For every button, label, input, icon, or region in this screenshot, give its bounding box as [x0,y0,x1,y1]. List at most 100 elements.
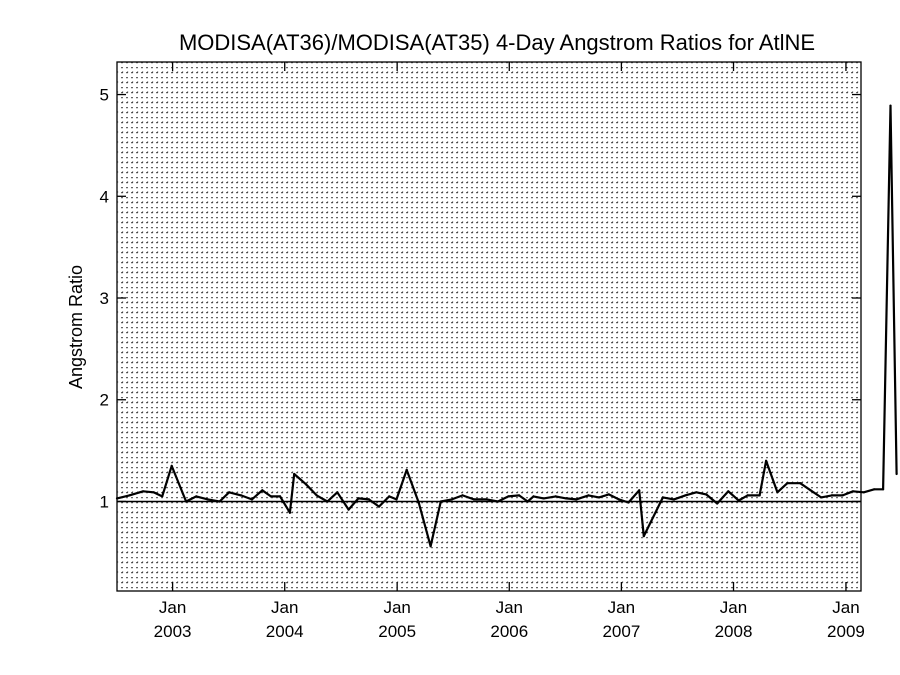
data-point [450,498,453,501]
data-point [206,498,209,501]
x-tick-label-year: 2005 [378,622,416,641]
data-point [642,535,645,538]
data-point [873,488,876,491]
x-tick-label-year: 2007 [602,622,640,641]
y-tick-label: 5 [100,86,109,105]
data-point [695,491,698,494]
x-tick-label-year: 2006 [490,622,528,641]
data-point [786,482,789,485]
y-tick-label: 4 [100,187,109,206]
x-tick-label-year: 2004 [266,622,304,641]
data-point [889,104,892,107]
data-point [507,495,510,498]
data-point [485,498,488,501]
y-tick-label: 1 [100,492,109,511]
data-point [128,494,131,497]
chart-title: MODISA(AT36)/MODISA(AT35) 4-Day Angstrom… [179,30,815,55]
data-point [765,459,768,462]
data-point [851,490,855,493]
data-point [367,498,370,501]
data-point [336,491,339,494]
data-point [627,501,630,504]
data-point [142,490,145,493]
plot-frame [116,61,862,592]
data-series-line [116,104,898,548]
data-point [684,494,687,497]
data-point [152,491,155,494]
data-point [115,497,119,500]
x-tick-label-month: Jan [720,598,747,617]
data-point [575,498,578,501]
data-point [820,496,823,499]
data-point [347,508,350,511]
data-point [388,495,391,498]
data-point [279,495,282,498]
data-point [830,494,833,497]
data-point [737,499,740,502]
data-point [587,494,590,497]
data-point [607,493,610,496]
data-point [882,488,885,491]
data-point [261,489,264,492]
data-point [315,494,318,497]
data-point [269,495,272,498]
data-point [565,497,568,500]
data-point [357,497,360,500]
data-point [496,500,499,503]
data-point [799,482,802,485]
data-point [758,494,761,497]
data-point [716,502,719,505]
data-point [293,472,296,476]
x-tick-label-month: Jan [496,598,523,617]
data-point [185,500,188,503]
data-point [672,498,676,501]
data-point [532,495,535,498]
data-point [395,498,398,501]
data-point [526,500,529,503]
data-point [405,468,408,471]
data-point [228,491,231,494]
data-point [377,505,381,508]
data-point [705,493,708,496]
data-point [161,495,164,498]
plot-area: 1 2 3 4 5 Jan 2003 Jan 2004 Jan 2005 Jan 2006 Jan 2007… [100,61,898,641]
data-point [417,501,420,504]
data-point [661,496,665,499]
data-point [304,483,307,486]
x-tick-label-year: 2003 [154,622,192,641]
data-point [841,494,844,497]
data-point [554,495,557,498]
data-point [461,494,464,497]
y-axis-label: Angstrom Ratio [66,265,86,389]
data-point [617,498,621,501]
data-point [472,498,475,501]
x-tick-label-month: Jan [271,598,298,617]
data-point [895,472,898,476]
data-point [727,490,730,493]
data-point [597,496,601,499]
data-point [250,498,253,501]
data-point [746,494,749,497]
data-point [638,489,641,492]
data-point [542,497,545,500]
data-point [518,494,521,497]
data-point [195,495,198,498]
data-point [326,500,329,503]
data-point [429,545,432,548]
data-point [218,500,221,503]
data-point [439,500,442,503]
y-tick-label: 3 [100,289,109,308]
y-tick-label: 2 [100,391,109,410]
data-point [240,494,243,497]
data-point [170,464,173,467]
x-tick-label-month: Jan [159,598,186,617]
data-point [288,511,291,514]
data-point [809,489,812,492]
data-point [776,491,779,494]
x-tick-label-month: Jan [608,598,635,617]
x-tick-label-month: Jan [383,598,410,617]
x-tick-label-month: Jan [832,598,859,617]
data-point [862,491,865,494]
x-tick-label-year: 2008 [715,622,753,641]
